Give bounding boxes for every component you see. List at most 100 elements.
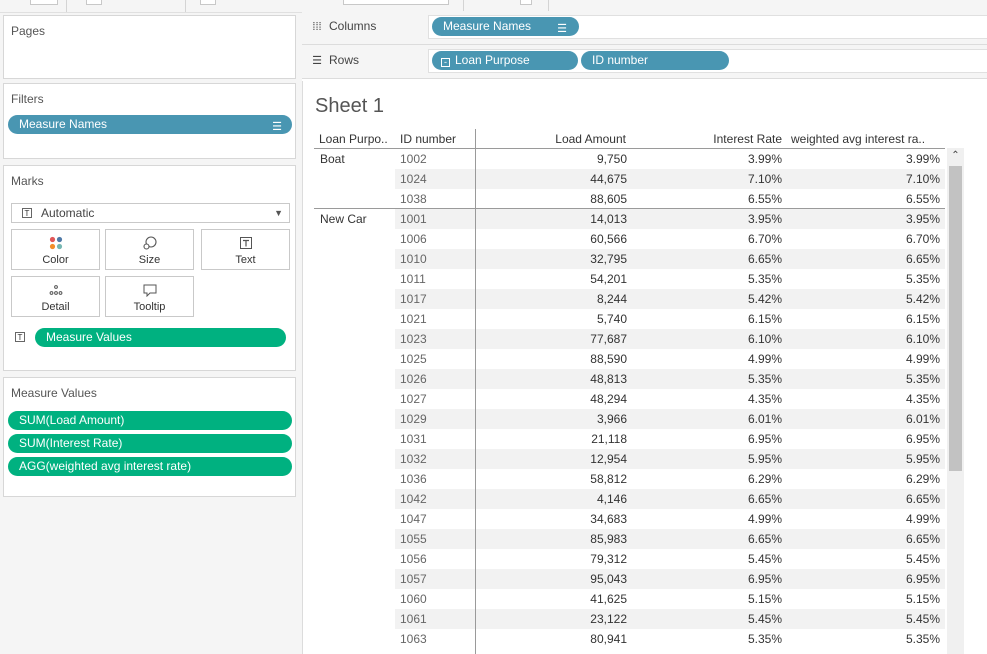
color-label: Color (42, 254, 69, 266)
cell-interest-rate: 5.42% (747, 292, 782, 306)
mark-type-dropdown[interactable]: T Automatic ▼ (11, 203, 290, 223)
toolbar-dropdown-stub[interactable] (343, 0, 449, 5)
measure-pill-interest-rate[interactable]: SUM(Interest Rate) (8, 434, 292, 453)
detail-button[interactable]: Detail (11, 276, 100, 317)
collapse-minus-icon[interactable]: - (441, 58, 450, 67)
vertical-scrollbar[interactable]: ⌃ (947, 148, 964, 654)
table-row[interactable]: 1029 3,966 6.01% 6.01% (395, 409, 945, 429)
table-row[interactable]: 1010 32,795 6.65% 6.65% (395, 249, 945, 269)
cell-weighted-avg: 6.65% (905, 492, 940, 506)
table-row[interactable]: 1021 5,740 6.15% 6.15% (395, 309, 945, 329)
table-row[interactable]: 1001 14,013 3.95% 3.95% (395, 209, 945, 229)
table-row[interactable]: 1026 48,813 5.35% 5.35% (395, 369, 945, 389)
table-row[interactable]: 1006 60,566 6.70% 6.70% (395, 229, 945, 249)
pages-card[interactable]: Pages (3, 15, 296, 79)
filters-card[interactable]: Filters Measure Names ☰ (3, 83, 296, 159)
cell-weighted-avg: 6.10% (905, 332, 940, 346)
table-row[interactable]: 1025 88,590 4.99% 4.99% (395, 349, 945, 369)
measure-pill-load-amount[interactable]: SUM(Load Amount) (8, 411, 292, 430)
table-row[interactable]: 1055 85,983 6.65% 6.65% (395, 529, 945, 549)
toolbar-separator (548, 0, 549, 12)
sheet-title: Sheet 1 (315, 95, 384, 117)
cell-load-amount: 14,013 (590, 212, 627, 226)
cell-load-amount: 80,941 (590, 632, 627, 646)
cell-load-amount: 77,687 (590, 332, 627, 346)
cell-weighted-avg: 6.95% (905, 432, 940, 446)
table-row[interactable]: 1002 9,750 3.99% 3.99% (395, 149, 945, 169)
cell-weighted-avg: 5.45% (905, 612, 940, 626)
detail-label: Detail (41, 301, 70, 313)
cell-id-number: 1063 (400, 632, 427, 646)
header-weighted-avg[interactable]: weighted avg interest ra.. (791, 132, 926, 146)
color-button[interactable]: Color (11, 229, 100, 270)
cell-load-amount: 3,966 (596, 412, 627, 426)
cell-id-number: 1023 (400, 332, 427, 346)
table-row[interactable]: 1023 77,687 6.10% 6.10% (395, 329, 945, 349)
group-label[interactable]: Boat (320, 152, 345, 166)
header-id-number[interactable]: ID number (400, 132, 457, 146)
table-row[interactable]: 1056 79,312 5.45% 5.45% (395, 549, 945, 569)
tooltip-icon (106, 283, 193, 297)
marks-card: Marks T Automatic ▼ Color (3, 165, 296, 371)
cell-weighted-avg: 6.65% (905, 532, 940, 546)
text-button[interactable]: Text (201, 229, 290, 270)
left-pane: Pages Filters Measure Names ☰ Marks T Au… (0, 13, 302, 654)
table-row[interactable]: 1047 34,683 4.99% 4.99% (395, 509, 945, 529)
toolbar-button-stub[interactable] (520, 0, 532, 5)
filters-title: Filters (11, 92, 44, 106)
tooltip-label: Tooltip (133, 301, 166, 313)
sort-descending-icon: ☰ (557, 23, 567, 35)
table-row[interactable]: 1036 58,812 6.29% 6.29% (395, 469, 945, 489)
table-row[interactable]: 1061 23,122 5.45% 5.45% (395, 609, 945, 629)
cell-id-number: 1001 (400, 212, 427, 226)
header-loan-purpose[interactable]: Loan Purpo.. (319, 132, 388, 146)
cell-weighted-avg: 4.35% (905, 392, 940, 406)
columns-pill-measure-names[interactable]: Measure Names ☰ (432, 17, 579, 36)
worksheet: Sheet 1 Loan Purpo.. ID number Load Amou… (302, 81, 987, 654)
table-row[interactable]: 1063 80,941 5.35% 5.35% (395, 629, 945, 649)
marks-text-pill-measure-values[interactable]: Measure Values (35, 328, 286, 347)
cell-id-number: 1027 (400, 392, 427, 406)
cell-load-amount: 4,146 (596, 492, 627, 506)
table-row[interactable]: 1038 88,605 6.55% 6.55% (395, 189, 945, 209)
cell-id-number: 1061 (400, 612, 427, 626)
rows-pill-loan-purpose[interactable]: - Loan Purpose (432, 51, 578, 70)
group-divider (314, 208, 945, 209)
header-interest-rate[interactable]: Interest Rate (713, 132, 782, 146)
table-row[interactable]: 1024 44,675 7.10% 7.10% (395, 169, 945, 189)
rows-pill-id-number[interactable]: ID number (581, 51, 729, 70)
table-row[interactable]: 1057 95,043 6.95% 6.95% (395, 569, 945, 589)
table-row[interactable]: 1011 54,201 5.35% 5.35% (395, 269, 945, 289)
scrollbar-thumb[interactable] (949, 166, 962, 471)
cell-load-amount: 5,740 (596, 312, 627, 326)
header-load-amount[interactable]: Load Amount (555, 132, 626, 146)
cell-id-number: 1036 (400, 472, 427, 486)
size-button[interactable]: Size (105, 229, 194, 270)
cell-id-number: 1010 (400, 252, 427, 266)
cell-id-number: 1017 (400, 292, 427, 306)
toolbar-button-stub[interactable] (200, 0, 216, 5)
toolbar-separator (66, 0, 67, 12)
pages-title: Pages (11, 24, 46, 38)
toolbar-button-stub[interactable] (86, 0, 102, 5)
measure-pill-weighted-avg[interactable]: AGG(weighted avg interest rate) (8, 457, 292, 476)
cell-weighted-avg: 6.70% (905, 232, 940, 246)
columns-pill-label: Measure Names (443, 19, 532, 33)
table-row[interactable]: 1031 21,118 6.95% 6.95% (395, 429, 945, 449)
tooltip-button[interactable]: Tooltip (105, 276, 194, 317)
filter-pill-measure-names[interactable]: Measure Names ☰ (8, 115, 292, 134)
rows-pill-label: ID number (592, 53, 649, 67)
cell-id-number: 1029 (400, 412, 427, 426)
table-row[interactable]: 1032 12,954 5.95% 5.95% (395, 449, 945, 469)
group-label[interactable]: New Car (320, 212, 367, 226)
table-row[interactable]: 1042 4,146 6.65% 6.65% (395, 489, 945, 509)
cell-interest-rate: 6.95% (747, 572, 782, 586)
cell-weighted-avg: 3.99% (905, 152, 940, 166)
table-row[interactable]: 1027 48,294 4.35% 4.35% (395, 389, 945, 409)
cell-id-number: 1021 (400, 312, 427, 326)
cell-id-number: 1011 (400, 272, 426, 286)
scroll-up-arrow-icon[interactable]: ⌃ (951, 150, 960, 161)
toolbar-button-stub[interactable] (30, 0, 58, 5)
table-row[interactable]: 1017 8,244 5.42% 5.42% (395, 289, 945, 309)
table-row[interactable]: 1060 41,625 5.15% 5.15% (395, 589, 945, 609)
